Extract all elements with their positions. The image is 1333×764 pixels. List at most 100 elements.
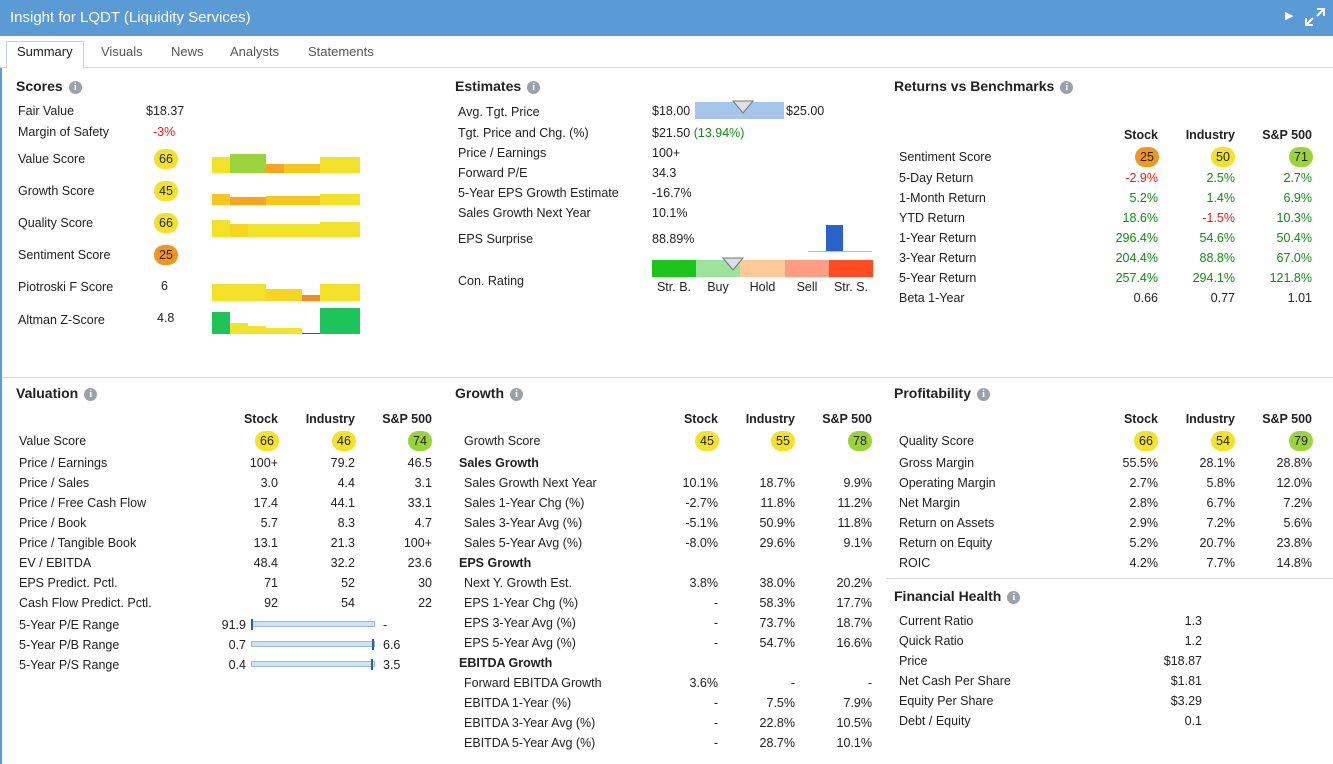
growth-cell: 73.7% — [759, 616, 795, 630]
value-score-history-chart — [212, 148, 362, 173]
valuation-row-label: Price / Book — [19, 516, 87, 530]
quality-score-history-chart — [212, 212, 362, 237]
tab-analysts[interactable]: Analysts — [230, 44, 280, 59]
health-title: Financial Health — [894, 588, 1002, 604]
info-icon[interactable]: i — [527, 81, 541, 94]
profitability-cell: 20.7% — [1199, 536, 1235, 550]
info-icon[interactable]: i — [510, 388, 523, 401]
profitability-cell: 6.7% — [1206, 496, 1236, 510]
info-icon[interactable]: i — [1007, 591, 1021, 604]
growth-cell: 20.2% — [836, 576, 872, 590]
tab-visuals[interactable]: Visuals — [101, 44, 143, 59]
expand-icon[interactable] — [1303, 6, 1327, 28]
range-label: 5-Year P/E Range — [19, 618, 120, 632]
consensus-rating-scale — [652, 260, 873, 277]
column-header: Industry — [305, 412, 355, 426]
growth-row-label: Sales Growth Next Year — [464, 476, 597, 490]
pb-range-bar — [251, 641, 375, 647]
target-price-range-bar — [695, 102, 784, 119]
health-row-label: Debt / Equity — [899, 714, 971, 728]
section-divider — [886, 578, 1333, 579]
play-icon[interactable]: ▶ — [1285, 10, 1294, 22]
rating-label: Str. B. — [656, 280, 692, 294]
valuation-title: Valuation — [16, 385, 79, 401]
growth-group-title: EBITDA Growth — [459, 656, 553, 670]
growth-cell: -5.1% — [685, 516, 718, 530]
return-cell: 1.01 — [1287, 291, 1312, 305]
return-row-label: Beta 1-Year — [899, 291, 965, 305]
valuation-cell: 32.2 — [330, 556, 355, 570]
health-value: 1.2 — [1184, 634, 1202, 648]
sentiment-badge-sp500: 71 — [1289, 147, 1313, 167]
tab-bar: Summary Visuals News Analysts Statements — [0, 36, 1333, 69]
margin-of-safety-label: Margin of Safety — [18, 125, 110, 139]
return-cell: 10.3% — [1276, 211, 1312, 225]
info-icon[interactable]: i — [1060, 81, 1074, 94]
growth-cell: 29.6% — [759, 536, 795, 550]
profitability-cell: 5.6% — [1283, 516, 1313, 530]
fair-value: $18.37 — [146, 104, 185, 118]
valuation-cell: 4.4 — [337, 476, 355, 490]
growth-cell: 11.8% — [760, 496, 795, 510]
rating-marker-icon — [722, 257, 744, 271]
range-label: 5-Year P/S Range — [19, 658, 120, 672]
return-row-label: YTD Return — [899, 211, 965, 225]
rating-segment — [785, 260, 829, 277]
return-cell: 5.2% — [1129, 191, 1159, 205]
profitability-cell: 7.2% — [1206, 516, 1236, 530]
tab-statements[interactable]: Statements — [308, 44, 374, 59]
valuation-cell: 3.0 — [260, 476, 278, 490]
target-price-high: $25.00 — [786, 104, 825, 118]
growth-row-label: EPS 1-Year Chg (%) — [464, 596, 579, 610]
health-value: 0.1 — [1184, 714, 1202, 728]
profitability-cell: 12.0% — [1276, 476, 1312, 490]
rating-label: Str. S. — [833, 280, 869, 294]
sentiment-score-label: Sentiment Score — [899, 150, 992, 164]
range-high: - — [383, 618, 388, 632]
estimate-label: Avg. Tgt. Price — [458, 105, 540, 119]
returns-title: Returns vs Benchmarks — [894, 78, 1055, 94]
growth-score-history-chart — [212, 180, 362, 205]
return-cell: 67.0% — [1276, 251, 1312, 265]
valuation-cell: 3.1 — [414, 476, 432, 490]
health-value: $3.29 — [1170, 694, 1202, 708]
estimate-value: $21.50 (13.94%) — [652, 126, 744, 140]
tab-news[interactable]: News — [171, 44, 204, 59]
piotroski-value: 6 — [161, 279, 168, 293]
column-header: S&P 500 — [822, 412, 872, 426]
return-cell: -1.5% — [1202, 211, 1235, 225]
info-icon[interactable]: i — [84, 388, 98, 401]
estimate-label: Price / Earnings — [458, 146, 547, 160]
target-price: $21.50 — [652, 126, 691, 140]
info-icon[interactable]: i — [977, 388, 991, 401]
estimates-section-title: Estimates i — [455, 78, 541, 94]
rating-label: Hold — [749, 280, 776, 294]
range-high: 3.5 — [383, 658, 401, 672]
quality-score-label: Quality Score — [899, 434, 975, 448]
growth-cell: 10.1% — [682, 476, 718, 490]
returns-section-title: Returns vs Benchmarks i — [894, 78, 1074, 94]
estimates-title: Estimates — [455, 78, 522, 94]
sentiment-badge-stock: 25 — [1135, 147, 1159, 167]
valuation-section-title: Valuation i — [16, 385, 98, 401]
growth-row-label: Sales 5-Year Avg (%) — [464, 536, 583, 550]
valuation-cell: 92 — [264, 596, 278, 610]
growth-cell: - — [713, 636, 718, 650]
growth-cell: -8.0% — [685, 536, 718, 550]
profitability-cell: 7.7% — [1206, 556, 1236, 570]
health-row-label: Net Cash Per Share — [899, 674, 1011, 688]
growth-cell: 18.7% — [836, 616, 872, 630]
health-row-label: Quick Ratio — [899, 634, 964, 648]
window-titlebar: Insight for LQDT (Liquidity Services) ▶ — [0, 0, 1333, 36]
altman-label: Altman Z-Score — [18, 313, 105, 327]
info-icon[interactable]: i — [68, 81, 82, 94]
column-header: Industry — [1185, 412, 1235, 426]
eps-surprise-baseline — [808, 251, 872, 252]
valuation-row-label: Price / Tangible Book — [19, 536, 137, 550]
range-high: 6.6 — [383, 638, 401, 652]
piotroski-label: Piotroski F Score — [18, 280, 114, 294]
tab-summary[interactable]: Summary — [6, 41, 84, 69]
return-cell: 54.6% — [1199, 231, 1235, 245]
valuation-cell: 71 — [264, 576, 278, 590]
value-badge-sp500: 74 — [408, 431, 432, 451]
